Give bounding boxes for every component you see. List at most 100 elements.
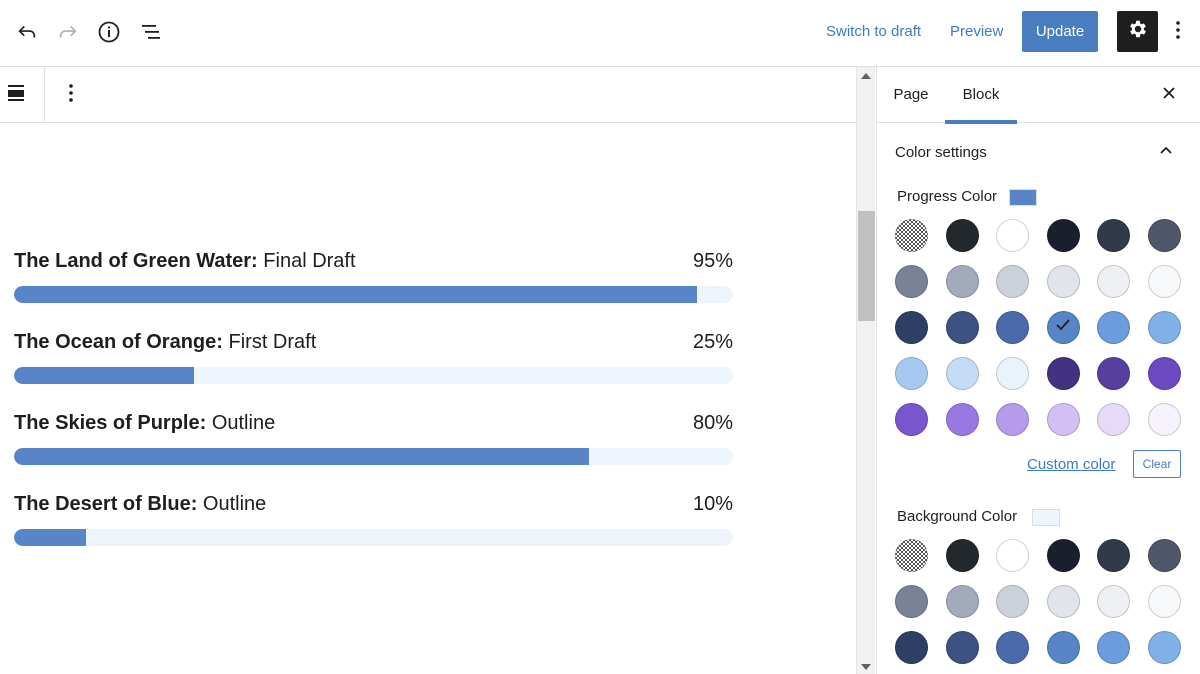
scroll-down-icon[interactable]	[861, 664, 871, 670]
block-toolbar	[0, 67, 856, 123]
tab-page[interactable]: Page	[893, 86, 929, 103]
color-swatch[interactable]	[1046, 265, 1080, 298]
color-swatch[interactable]	[1148, 403, 1181, 436]
color-swatch[interactable]	[1148, 311, 1181, 344]
color-swatch[interactable]	[996, 539, 1030, 572]
color-swatch[interactable]	[996, 311, 1030, 344]
color-swatch[interactable]	[945, 585, 979, 618]
progress-bar-title-rest: Outline	[206, 412, 276, 434]
color-swatch[interactable]	[1046, 357, 1080, 390]
color-swatch[interactable]	[895, 585, 928, 618]
custom-color-button[interactable]: Custom color	[1027, 456, 1116, 473]
settings-sidebar: Page Block Color settings Progress Color…	[876, 67, 1200, 674]
color-swatch[interactable]	[1097, 219, 1131, 252]
color-swatch-transparent[interactable]	[895, 539, 928, 572]
block-type-button[interactable]	[0, 79, 32, 111]
editor-scrollbar[interactable]	[856, 67, 875, 674]
toolbar-divider	[44, 67, 45, 123]
color-swatch[interactable]	[996, 631, 1030, 664]
progress-bar-percent: 25%	[692, 331, 733, 353]
color-swatch[interactable]	[996, 357, 1030, 390]
background-color-indicator	[1032, 509, 1060, 526]
progress-color-label: Progress Color	[897, 188, 998, 205]
color-swatch[interactable]	[1046, 631, 1080, 664]
scroll-up-icon[interactable]	[861, 73, 871, 79]
color-swatch[interactable]	[996, 585, 1030, 618]
progress-bar-title-rest: Final Draft	[257, 250, 356, 272]
color-swatch[interactable]	[945, 539, 979, 572]
background-color-label: Background Color	[897, 508, 1018, 525]
progress-bar-title-bold: The Desert of Blue:	[14, 493, 198, 515]
color-swatch-transparent[interactable]	[895, 219, 928, 252]
settings-button[interactable]	[1117, 11, 1158, 52]
color-swatch[interactable]	[1097, 631, 1131, 664]
color-swatch[interactable]	[996, 219, 1030, 252]
progress-bar-fill	[14, 367, 194, 384]
preview-button[interactable]: Preview	[950, 23, 1004, 40]
progress-bar-percent: 95%	[692, 250, 733, 272]
progress-bar-fill	[14, 529, 86, 546]
color-swatch[interactable]	[945, 631, 979, 664]
block-options-button[interactable]	[55, 79, 87, 111]
color-settings-title: Color settings	[895, 144, 987, 161]
scroll-thumb[interactable]	[858, 211, 875, 321]
color-swatch[interactable]	[1097, 403, 1131, 436]
more-vertical-icon	[1175, 20, 1181, 45]
clear-color-button[interactable]: Clear	[1133, 450, 1181, 478]
block-type-icon	[6, 83, 26, 108]
color-swatch[interactable]	[1097, 311, 1131, 344]
color-swatch[interactable]	[895, 357, 928, 390]
color-swatch[interactable]	[1046, 219, 1080, 252]
progress-bar-percent: 10%	[692, 493, 733, 515]
info-icon[interactable]	[93, 16, 125, 48]
progress-bar-title: The Skies of Purple: Outline	[14, 412, 275, 435]
progress-bar-title-bold: The Skies of Purple:	[14, 412, 207, 434]
progress-bar-fill	[14, 448, 590, 465]
color-swatch[interactable]	[1148, 585, 1181, 618]
progress-bar-title-bold: The Ocean of Orange:	[14, 331, 223, 353]
color-swatch[interactable]	[1046, 403, 1080, 436]
progress-bar-track	[14, 529, 733, 546]
color-swatch[interactable]	[1148, 539, 1181, 572]
progress-color-indicator	[1009, 189, 1037, 206]
color-swatch[interactable]	[1097, 357, 1131, 390]
color-swatch[interactable]	[1148, 631, 1181, 664]
progress-bar-title-bold: The Land of Green Water:	[14, 250, 258, 272]
color-swatch[interactable]	[895, 403, 928, 436]
sidebar-tabs: Page Block	[877, 67, 1200, 124]
color-swatch[interactable]	[895, 631, 928, 664]
color-swatch[interactable]	[945, 403, 979, 436]
color-swatch[interactable]	[996, 403, 1030, 436]
undo-icon[interactable]	[11, 16, 43, 48]
color-swatch[interactable]	[1148, 357, 1181, 390]
close-sidebar-button[interactable]	[1155, 81, 1183, 109]
color-swatch[interactable]	[945, 219, 979, 252]
redo-icon[interactable]	[52, 16, 84, 48]
progress-bar-title-rest: Outline	[197, 493, 267, 515]
update-button[interactable]: Update	[1022, 11, 1098, 52]
more-options-button[interactable]	[1168, 16, 1188, 48]
progress-bar-title: The Desert of Blue: Outline	[14, 493, 266, 516]
color-swatch[interactable]	[1148, 219, 1181, 252]
progress-bar-percent: 80%	[692, 412, 733, 434]
color-settings-toggle[interactable]: Color settings	[877, 124, 1200, 180]
color-swatch[interactable]	[1046, 539, 1080, 572]
switch-to-draft-button[interactable]: Switch to draft	[826, 23, 922, 40]
progress-bar-title: The Land of Green Water: Final Draft	[14, 250, 356, 273]
color-swatch[interactable]	[895, 311, 928, 344]
color-swatch[interactable]	[1097, 539, 1131, 572]
chevron-up-icon	[1156, 140, 1176, 160]
color-swatch[interactable]	[996, 265, 1030, 298]
color-swatch[interactable]	[945, 311, 979, 344]
color-swatch[interactable]	[1097, 585, 1131, 618]
color-swatch[interactable]	[945, 265, 979, 298]
tab-block[interactable]: Block	[945, 67, 1017, 124]
color-swatch[interactable]	[1097, 265, 1131, 298]
list-view-icon[interactable]	[135, 16, 167, 48]
color-swatch[interactable]	[1046, 585, 1080, 618]
color-swatch[interactable]	[1148, 265, 1181, 298]
color-swatch[interactable]	[945, 357, 979, 390]
progress-bar-track	[14, 448, 733, 465]
color-swatch[interactable]	[1046, 311, 1080, 344]
color-swatch[interactable]	[895, 265, 928, 298]
